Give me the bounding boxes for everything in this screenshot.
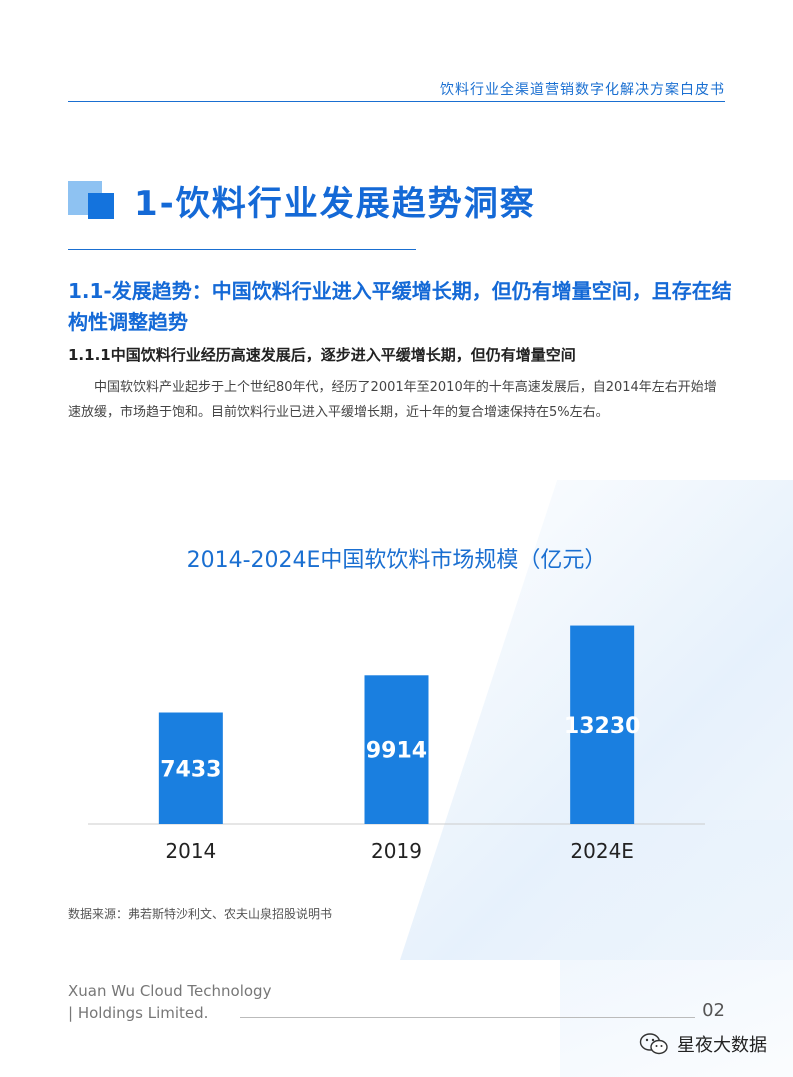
x-tick-label: 2024E — [570, 839, 634, 863]
footer-divider — [240, 1017, 695, 1018]
bar-chart: 7433 2014 9914 2019 13230 2024E — [88, 625, 705, 863]
bar-2019 — [364, 675, 429, 824]
watermark-text: 星夜大数据 — [677, 1035, 767, 1056]
x-tick-label: 2019 — [371, 839, 422, 863]
section-divider — [68, 249, 416, 250]
header-divider — [68, 101, 725, 102]
data-source: 数据来源：弗若斯特沙利文、农夫山泉招股说明书 — [68, 907, 333, 921]
section-square-icon — [68, 181, 116, 223]
section-title: 1-饮料行业发展趋势洞察 — [134, 184, 536, 224]
wechat-icon — [639, 1033, 668, 1055]
company-name-line2: | Holdings Limited. — [68, 1004, 209, 1022]
bar-2014 — [158, 712, 223, 824]
bar-value-label: 13230 — [564, 714, 641, 739]
body-paragraph: 中国软饮料产业起步于上个世纪80年代，经历了2001年至2010年的十年高速发展… — [68, 380, 717, 420]
bar-value-label: 7433 — [160, 757, 221, 782]
watermark: 星夜大数据 — [639, 1031, 767, 1057]
bar-value-label: 9914 — [366, 739, 427, 764]
x-tick-label: 2014 — [165, 839, 216, 863]
subsection-subtitle: 1.1.1中国饮料行业经历高速发展后，逐步进入平缓增长期，但仍有增量空间 — [68, 346, 576, 364]
header-title: 饮料行业全渠道营销数字化解决方案白皮书 — [440, 82, 725, 98]
chart-title: 2014-2024E中国软饮料市场规模（亿元） — [186, 548, 607, 573]
bar-2024E — [570, 625, 635, 824]
subsection-title: 1.1-发展趋势：中国饮料行业进入平缓增长期，但仍有增量空间，且存在结构性调整趋… — [68, 279, 732, 334]
company-name-line1: Xuan Wu Cloud Technology — [68, 982, 272, 1000]
page-number: 02 — [702, 1000, 725, 1021]
